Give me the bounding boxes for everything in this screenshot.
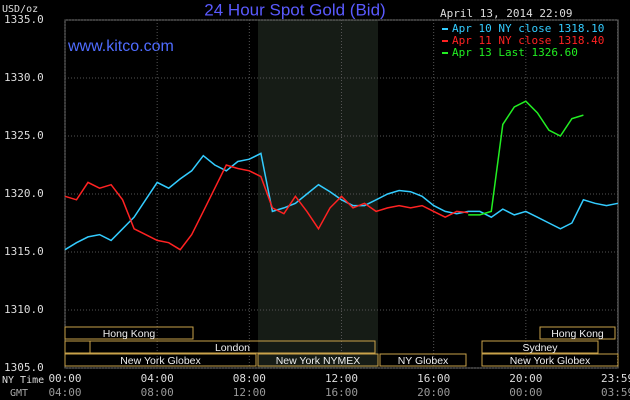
series-line bbox=[64, 152, 619, 251]
session-label: Sydney bbox=[522, 342, 558, 354]
session-label: New York Globex bbox=[510, 355, 591, 367]
y-tick-label: 1335.0 bbox=[4, 13, 44, 26]
chart-title: 24 Hour Spot Gold (Bid) bbox=[204, 0, 385, 19]
series-line bbox=[468, 100, 584, 216]
session-label: London bbox=[215, 342, 250, 354]
x-tick-label: 16:00 bbox=[417, 372, 450, 385]
y-unit: USD/oz bbox=[2, 4, 38, 15]
session-label: Hong Kong bbox=[551, 328, 604, 340]
session-box bbox=[64, 353, 257, 367]
session-box bbox=[64, 326, 194, 340]
series-line bbox=[64, 164, 469, 251]
session-label: New York NYMEX bbox=[276, 355, 361, 367]
session-box bbox=[481, 340, 599, 354]
session-label: NY Globex bbox=[398, 355, 449, 367]
x2-tick-label: 03:59 bbox=[601, 386, 630, 399]
session-box bbox=[379, 353, 467, 367]
session-box bbox=[257, 353, 379, 367]
session-box bbox=[481, 353, 619, 367]
x-tick-label: 23:59 bbox=[601, 372, 630, 385]
session-box bbox=[89, 340, 376, 354]
legend-entry: Apr 11 NY close 1318.40 bbox=[452, 34, 604, 47]
session-box bbox=[539, 326, 616, 340]
x2-tick-label: 12:00 bbox=[233, 386, 266, 399]
site-label: www.kitco.com bbox=[67, 38, 174, 55]
x-tick-label: 20:00 bbox=[509, 372, 542, 385]
timestamp: April 13, 2014 22:09 bbox=[440, 7, 572, 20]
x2-tick-label: 04:00 bbox=[48, 386, 81, 399]
legend-entry: Apr 13 Last 1326.60 bbox=[452, 46, 578, 59]
x2-tick-label: 00:00 bbox=[509, 386, 542, 399]
y-tick-label: 1330.0 bbox=[4, 71, 44, 84]
y-tick-label: 1315.0 bbox=[4, 245, 44, 258]
x-tick-label: 08:00 bbox=[233, 372, 266, 385]
y-tick-label: 1320.0 bbox=[4, 187, 44, 200]
x-row-label: NY Time bbox=[2, 375, 44, 386]
y-tick-label: 1305.0 bbox=[4, 361, 44, 374]
x2-tick-label: 16:00 bbox=[325, 386, 358, 399]
x2-tick-label: 20:00 bbox=[417, 386, 450, 399]
y-tick-label: 1325.0 bbox=[4, 129, 44, 142]
x2-row-label: GMT bbox=[10, 388, 28, 399]
x-tick-label: 12:00 bbox=[325, 372, 358, 385]
session-label: Hong Kong bbox=[103, 328, 156, 340]
session-label: New York Globex bbox=[120, 355, 201, 367]
x-tick-label: 00:00 bbox=[48, 372, 81, 385]
y-tick-label: 1310.0 bbox=[4, 303, 44, 316]
legend-entry: Apr 10 NY close 1318.10 bbox=[452, 22, 604, 35]
x-tick-label: 04:00 bbox=[141, 372, 174, 385]
x2-tick-label: 08:00 bbox=[141, 386, 174, 399]
